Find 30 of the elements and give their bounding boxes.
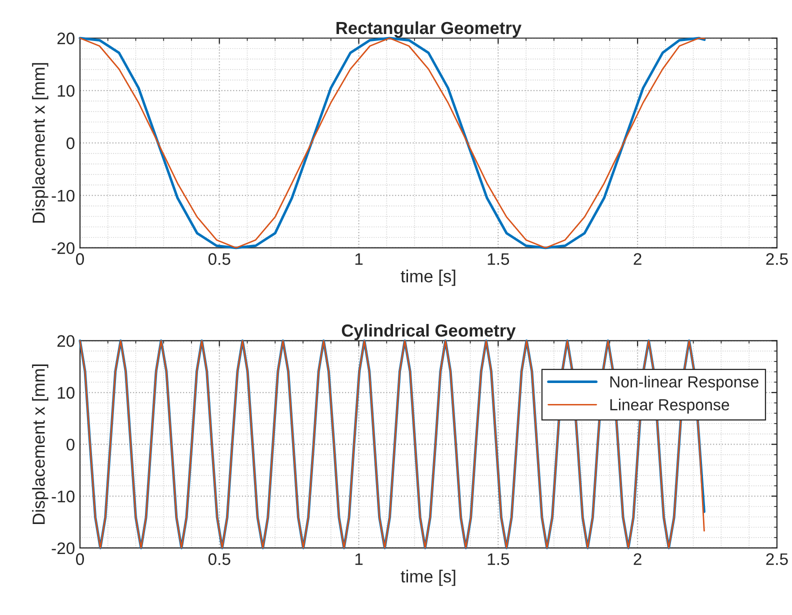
x-tick-label: 1.5 xyxy=(488,553,510,566)
x-tick-label: 1 xyxy=(355,253,363,265)
x-axis-title: time [s] xyxy=(400,570,456,586)
legend-label: Non-linear Response xyxy=(610,376,758,391)
x-tick-label: 0.5 xyxy=(208,553,230,566)
y-tick-label: 20 xyxy=(57,32,74,44)
x-tick-label: 0 xyxy=(76,553,84,566)
y-tick-label: 0 xyxy=(66,438,74,451)
x-tick-label: 2.5 xyxy=(766,253,788,265)
y-axis-title: Displacement x [mm] xyxy=(32,364,48,524)
x-tick-label: 1.5 xyxy=(488,253,510,265)
x-tick-label: 0 xyxy=(76,253,84,265)
y-tick-label: 20 xyxy=(57,335,74,347)
y-tick-label: 0 xyxy=(66,137,74,150)
y-axis-title: Displacement x [mm] xyxy=(32,63,48,223)
x-tick-label: 2.5 xyxy=(766,553,788,566)
x-tick-label: 1 xyxy=(355,553,363,565)
y-tick-label: 10 xyxy=(58,84,74,97)
x-tick-label: 2 xyxy=(634,553,642,565)
y-tick-label: -20 xyxy=(52,242,74,254)
chart-title: Cylindrical Geometry xyxy=(342,324,516,340)
x-axis-title: time [s] xyxy=(400,270,456,286)
y-tick-label: -10 xyxy=(52,490,74,502)
y-tick-label: -10 xyxy=(52,190,74,202)
chart-title: Rectangular Geometry xyxy=(336,21,522,38)
y-tick-label: 10 xyxy=(58,386,74,399)
x-tick-label: 2 xyxy=(634,253,642,265)
legend-label: Linear Response xyxy=(610,398,730,414)
y-tick-label: -20 xyxy=(52,542,74,554)
x-tick-label: 0.5 xyxy=(208,253,230,265)
